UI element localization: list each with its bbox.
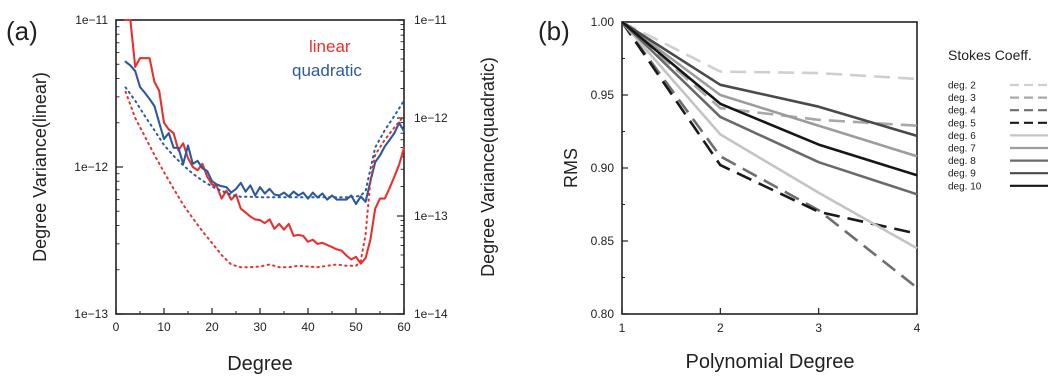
panel-a-y-axis-right: 1e−11 1e−12 1e−13 1e−14 xyxy=(397,13,448,321)
legend-label-quadratic: quadratic xyxy=(292,61,362,80)
y-tick-label: 1e−11 xyxy=(414,13,447,27)
x-tick-label: 2 xyxy=(717,321,724,335)
series-deg-8 xyxy=(621,21,918,196)
series-quadratic xyxy=(124,60,406,206)
y-tick-label: 0.90 xyxy=(591,161,615,175)
panel-b-xlabel: Polynomial Degree xyxy=(686,351,855,373)
panel-b-series xyxy=(620,20,918,289)
series-deg-7 xyxy=(621,20,918,158)
series-deg-2 xyxy=(621,20,918,81)
panel-b-ylabel: RMS xyxy=(561,148,581,188)
panel-a-ylabel-right: Degree Variance(quadratic) xyxy=(478,57,498,277)
series-linear xyxy=(124,18,406,265)
panel-a-xlabel: Degree xyxy=(227,353,293,375)
x-tick-label: 10 xyxy=(157,320,171,334)
y-tick-label: 1e−13 xyxy=(74,307,108,321)
y-tick-label: 0.80 xyxy=(591,307,615,321)
legend-label: deg. 3 xyxy=(948,93,976,104)
x-tick-label: 1 xyxy=(619,321,626,335)
panel-b-x-axis: 1 2 3 4 xyxy=(619,308,921,335)
x-tick-label: 60 xyxy=(397,320,411,334)
y-tick-label: 1e−13 xyxy=(414,209,448,223)
legend-label-linear: linear xyxy=(309,37,351,56)
panel-b-legend-title: Stokes Coeff. xyxy=(948,47,1032,63)
x-tick-label: 40 xyxy=(301,320,315,334)
x-tick-label: 30 xyxy=(253,320,267,334)
panel-a-series xyxy=(124,18,406,269)
series-deg-5 xyxy=(620,21,918,235)
x-tick-label: 4 xyxy=(914,321,921,335)
panel-b: (b) Polynomial Degree RMS Stokes Coeff. … xyxy=(538,15,1048,373)
legend-label: deg. 7 xyxy=(948,144,976,155)
x-tick-label: 3 xyxy=(815,321,822,335)
panel-a-x-axis: 0 10 20 30 40 50 60 xyxy=(113,308,411,334)
y-tick-label: 1e−14 xyxy=(414,307,448,321)
series-quadratic-dotted xyxy=(124,86,405,199)
y-tick-label: 1.00 xyxy=(591,15,615,29)
series-deg-3 xyxy=(621,21,918,127)
series-deg-10 xyxy=(621,21,918,177)
panel-b-label: (b) xyxy=(538,16,570,46)
panel-b-y-axis: 0.80 0.85 0.90 0.95 1.00 xyxy=(591,15,628,321)
series-deg-4 xyxy=(620,21,918,289)
y-tick-label: 1e−11 xyxy=(75,13,108,27)
series-linear-dotted xyxy=(124,90,405,269)
series-deg-9 xyxy=(621,20,918,138)
panel-a-y-axis-left: 1e−11 1e−12 1e−13 xyxy=(74,13,123,321)
legend-label: deg. 5 xyxy=(948,118,976,129)
legend-label: deg. 2 xyxy=(948,81,976,92)
x-tick-label: 50 xyxy=(349,320,363,334)
panel-a: (a) Degree Degree Variance(linear) Degre… xyxy=(6,13,498,375)
legend-label: deg. 4 xyxy=(948,106,976,117)
legend-label: deg. 10 xyxy=(948,181,982,192)
legend-label: deg. 8 xyxy=(948,156,976,167)
legend-label: deg. 6 xyxy=(948,131,976,142)
series-deg-6 xyxy=(621,21,918,250)
x-tick-label: 20 xyxy=(205,320,219,334)
legend-label: deg. 9 xyxy=(948,169,976,180)
y-tick-label: 1e−12 xyxy=(414,111,448,125)
panel-a-label: (a) xyxy=(6,16,38,46)
y-tick-label: 0.95 xyxy=(591,88,615,102)
panel-a-ylabel-left: Degree Variance(linear) xyxy=(30,72,50,262)
y-tick-label: 0.85 xyxy=(591,234,615,248)
y-tick-label: 1e−12 xyxy=(74,160,108,174)
x-tick-label: 0 xyxy=(113,320,120,334)
